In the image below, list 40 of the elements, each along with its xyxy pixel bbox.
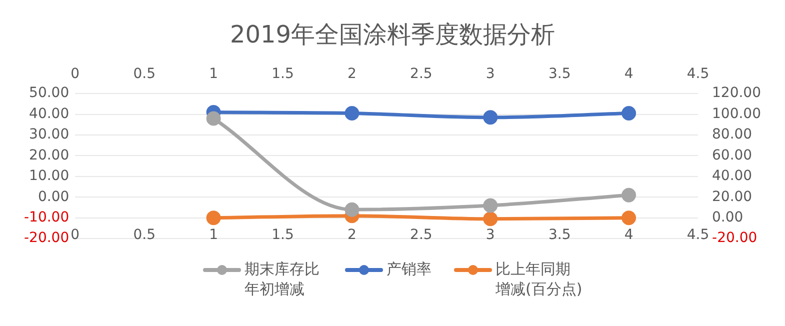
legend-label: 产销率 xyxy=(386,259,432,279)
legend-label: 期末库存比年初增减 xyxy=(244,259,320,299)
y2-tick-label: 40.00 xyxy=(712,168,752,184)
x2-tick-label: 1.5 xyxy=(272,66,294,82)
y-tick-label: 20.00 xyxy=(29,147,70,164)
x2-tick-label: 0.5 xyxy=(133,66,156,82)
x-tick-label: 0.5 xyxy=(133,226,156,243)
y2-tick-label: 20.00 xyxy=(712,188,752,205)
y2-tick-label: 80.00 xyxy=(712,126,752,143)
x2-tick-label: 2 xyxy=(348,66,356,82)
x-tick-label: 1 xyxy=(209,226,218,243)
x-tick-label: 1.5 xyxy=(272,226,294,243)
y2-tick-label: -20.00 xyxy=(712,230,758,246)
y2-tick-label: 120.00 xyxy=(712,85,762,102)
y2-tick-label: 100.00 xyxy=(712,106,762,122)
y-tick-label: -20.00 xyxy=(24,230,70,246)
x2-tick-label: 0 xyxy=(70,66,80,82)
y-tick-label: 10.00 xyxy=(29,168,70,184)
x-tick-label: 3.5 xyxy=(548,226,571,243)
x2-tick-label: 4.5 xyxy=(686,66,710,82)
y-tick-label: -10.00 xyxy=(24,210,70,226)
x-tick-label: 2.5 xyxy=(410,226,432,243)
x-tick-label: 3 xyxy=(486,226,495,243)
y-tick-label: 30.00 xyxy=(29,126,70,143)
x-tick-label: 2 xyxy=(348,226,356,243)
x2-tick-label: 3.5 xyxy=(548,66,571,82)
x2-tick-label: 1 xyxy=(209,66,218,82)
y-tick-label: 40.00 xyxy=(29,106,70,122)
x-tick-label: 0 xyxy=(70,226,80,243)
legend-label: 比上年同期增减(百分点) xyxy=(496,259,582,299)
y-tick-label: 50.00 xyxy=(29,85,70,102)
x2-tick-label: 2.5 xyxy=(410,66,432,82)
chart-title: 2019年全国涂料季度数据分析 xyxy=(230,20,556,49)
x-tick-label: 4 xyxy=(624,226,634,243)
x2-tick-label: 4 xyxy=(624,66,634,82)
y2-tick-label: 60.00 xyxy=(712,147,752,164)
x-tick-label: 4.5 xyxy=(686,226,710,243)
y2-tick-label: 0.00 xyxy=(712,210,744,226)
x2-tick-label: 3 xyxy=(486,66,495,82)
y-tick-label: 0.00 xyxy=(38,188,70,205)
